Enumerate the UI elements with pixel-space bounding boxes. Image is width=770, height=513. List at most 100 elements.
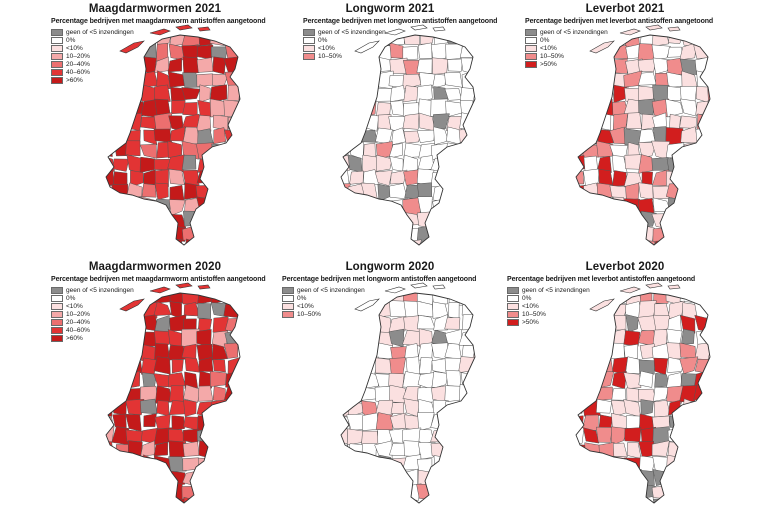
map-region bbox=[238, 401, 240, 416]
map-region bbox=[224, 183, 240, 202]
map-region bbox=[199, 84, 211, 103]
map-region bbox=[707, 497, 710, 503]
map-region bbox=[459, 469, 475, 488]
map-region bbox=[638, 142, 657, 158]
map-region bbox=[707, 86, 710, 101]
map-region bbox=[680, 238, 698, 245]
panel-title: Longworm 2021 bbox=[345, 3, 435, 15]
legend-label: 40–60% bbox=[66, 68, 90, 76]
map-region bbox=[680, 126, 699, 144]
map-region bbox=[458, 154, 475, 173]
map-region bbox=[168, 238, 183, 245]
map-region bbox=[348, 210, 362, 228]
map-region bbox=[476, 275, 492, 287]
map-region bbox=[445, 185, 463, 198]
map-region bbox=[595, 469, 615, 487]
map-region bbox=[668, 498, 684, 503]
map-region bbox=[212, 56, 227, 75]
map-region bbox=[416, 129, 436, 143]
map-region bbox=[595, 211, 613, 229]
map-region bbox=[390, 85, 406, 103]
map-region bbox=[433, 314, 448, 331]
map-region bbox=[596, 140, 614, 158]
map-region bbox=[417, 442, 436, 460]
legend-item: <10% bbox=[507, 302, 695, 310]
legend-label: 10–50% bbox=[297, 310, 321, 318]
map-region bbox=[167, 57, 182, 73]
map-region bbox=[612, 155, 628, 173]
map-region bbox=[596, 196, 613, 215]
panel-title: Leverbot 2021 bbox=[585, 3, 665, 15]
panel-title: Maagdarmwormen 2020 bbox=[88, 261, 222, 273]
map-region bbox=[584, 442, 601, 460]
map-region bbox=[374, 225, 392, 244]
map-region bbox=[240, 371, 252, 388]
map-region bbox=[106, 343, 116, 362]
wadden-island bbox=[197, 26, 211, 32]
legend-item: >60% bbox=[51, 76, 266, 84]
map-region bbox=[474, 384, 475, 404]
legend-label: 0% bbox=[522, 294, 532, 302]
map-region bbox=[474, 293, 475, 304]
map-region bbox=[472, 113, 475, 132]
legend-swatch bbox=[525, 52, 537, 60]
map-region bbox=[106, 440, 114, 459]
map-region bbox=[390, 226, 407, 243]
map-region bbox=[707, 71, 710, 90]
map-region bbox=[653, 357, 669, 376]
map-region bbox=[576, 342, 585, 362]
map-region bbox=[143, 129, 158, 146]
wadden-island bbox=[432, 284, 446, 290]
legend-item: 0% bbox=[525, 36, 713, 44]
wadden-island bbox=[619, 286, 641, 294]
map-region bbox=[106, 112, 117, 132]
map-region bbox=[389, 238, 405, 245]
map-region bbox=[196, 115, 212, 132]
map-region bbox=[360, 98, 377, 118]
map-region bbox=[707, 428, 710, 444]
legend-swatch bbox=[51, 36, 63, 44]
map-region bbox=[111, 374, 130, 390]
legend-swatch bbox=[51, 28, 63, 36]
map-region bbox=[197, 227, 215, 243]
panel-leverbot-2021: Leverbot 2021 Percentage bedrijven met l… bbox=[505, 3, 745, 253]
map-region bbox=[473, 484, 475, 502]
map-region bbox=[458, 240, 475, 245]
map-region bbox=[623, 457, 643, 473]
map-region bbox=[168, 199, 186, 216]
map-region bbox=[181, 87, 201, 100]
map-region bbox=[106, 227, 115, 240]
map-region bbox=[153, 112, 173, 132]
map-region bbox=[445, 482, 460, 502]
legend-title: Percentage bedrijven met leverbot antist… bbox=[507, 276, 696, 283]
map-region bbox=[581, 224, 599, 241]
map-region bbox=[168, 168, 185, 186]
legend-label: geen of <5 inzendingen bbox=[297, 286, 365, 294]
legend-swatch bbox=[51, 318, 63, 326]
map-region bbox=[693, 154, 710, 174]
map-region bbox=[583, 86, 599, 104]
map-region bbox=[433, 126, 449, 146]
map-region bbox=[612, 442, 628, 458]
map-region bbox=[349, 373, 365, 389]
map-region bbox=[625, 314, 639, 333]
map-region bbox=[627, 442, 642, 459]
map-region bbox=[238, 500, 240, 503]
map-region bbox=[143, 169, 157, 186]
map-region bbox=[239, 155, 240, 171]
wadden-island bbox=[197, 284, 211, 290]
map-region bbox=[709, 384, 710, 404]
legend-item: <10% bbox=[303, 44, 497, 52]
map-region bbox=[405, 356, 421, 375]
choropleth-map bbox=[575, 24, 711, 246]
map-region bbox=[154, 169, 169, 188]
map-region bbox=[679, 170, 699, 188]
map-region bbox=[238, 440, 240, 457]
legend-item: 10–50% bbox=[303, 52, 497, 60]
map-region bbox=[112, 158, 130, 172]
legend-swatch bbox=[303, 36, 315, 44]
map-region bbox=[459, 214, 475, 230]
map-region bbox=[213, 199, 225, 214]
map-region bbox=[458, 384, 475, 402]
legend-swatch bbox=[525, 60, 537, 68]
